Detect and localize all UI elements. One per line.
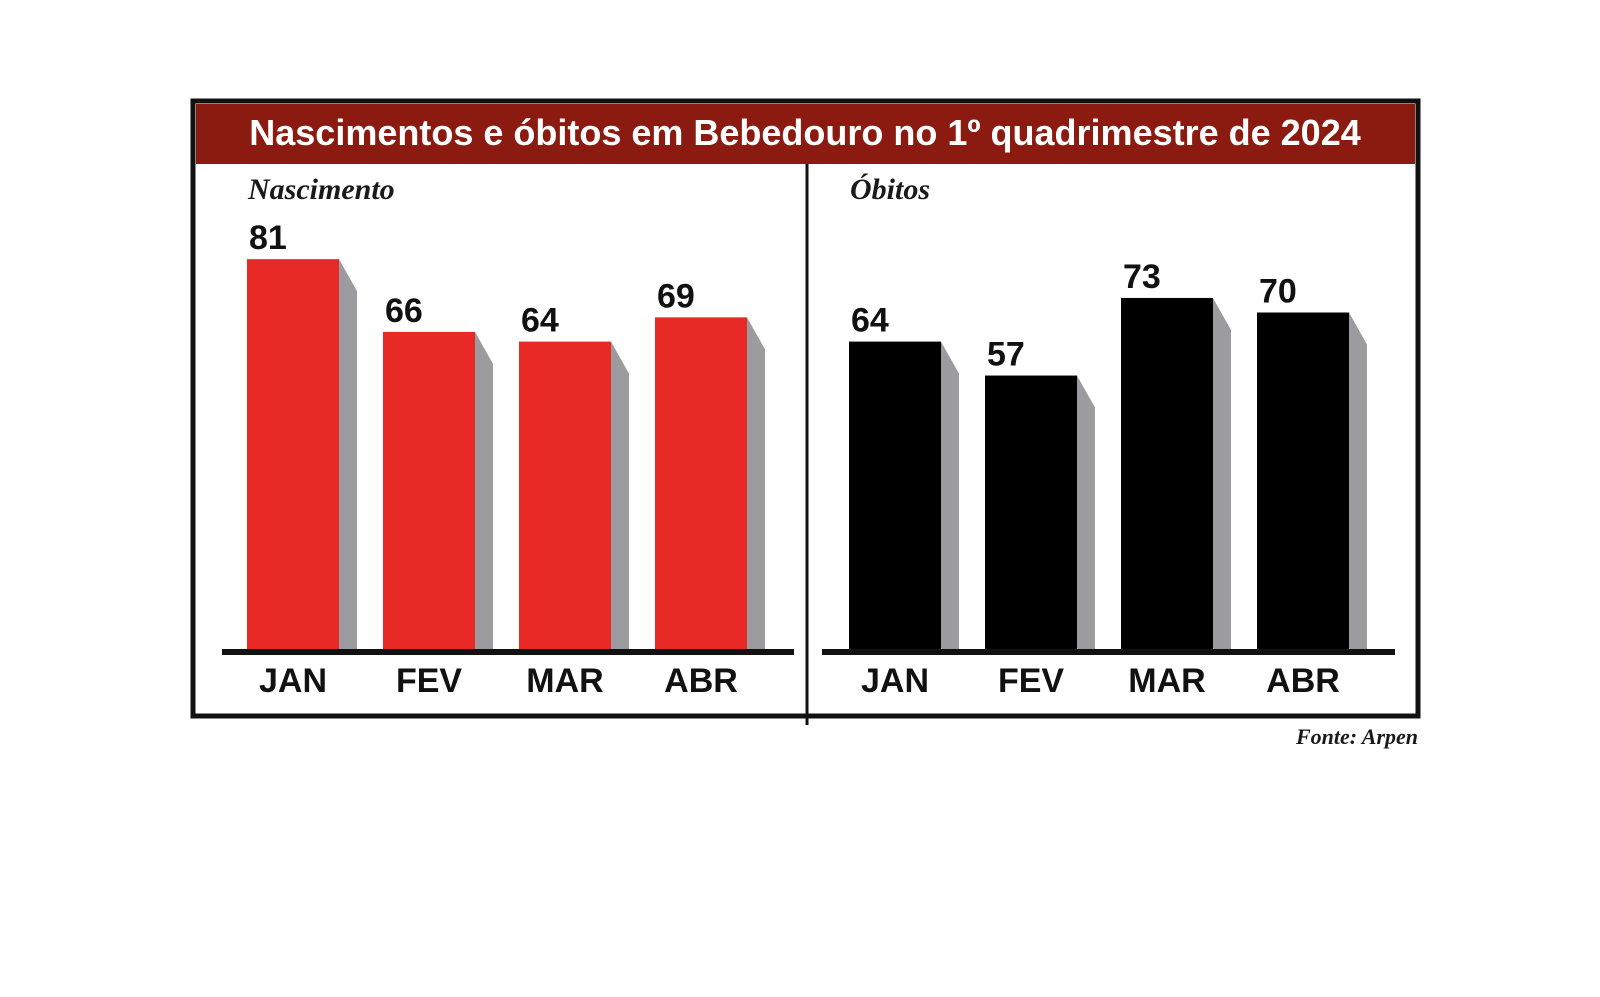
panel-title-obitos: Óbitos <box>850 173 930 206</box>
nascimento-bar-shadow-fev <box>475 331 493 652</box>
nascimento-value-label-fev: 66 <box>385 292 423 330</box>
obitos-value-label-mar: 73 <box>1123 258 1161 296</box>
obitos-category-label-mar: MAR <box>1128 662 1205 700</box>
obitos-bar-shadow-abr <box>1349 312 1367 652</box>
nascimento-bar-abr <box>655 317 747 652</box>
nascimento-bars: 81 JAN 66 FEV 64 MAR 69 ABR <box>222 219 794 700</box>
nascimento-category-label-fev: FEV <box>396 662 462 700</box>
obitos-value-label-jan: 64 <box>851 302 889 340</box>
nascimento-value-label-jan: 81 <box>249 219 287 257</box>
obitos-bar-abr <box>1257 312 1349 652</box>
nascimento-bar-shadow-mar <box>611 341 629 652</box>
obitos-bar-shadow-mar <box>1213 297 1231 652</box>
nascimento-value-label-mar: 64 <box>521 302 559 340</box>
nascimento-bar-shadow-abr <box>747 317 765 652</box>
obitos-bar-jan <box>849 341 941 652</box>
panel-title-nascimento: Nascimento <box>247 173 395 206</box>
nascimento-category-label-mar: MAR <box>526 662 603 700</box>
nascimento-bar-shadow-jan <box>339 259 357 652</box>
nascimento-bar-jan <box>247 259 339 652</box>
obitos-category-label-fev: FEV <box>998 662 1064 700</box>
nascimento-category-label-abr: ABR <box>664 662 738 700</box>
chart-title: Nascimentos e óbitos em Bebedouro no 1º … <box>249 112 1360 153</box>
obitos-value-label-fev: 57 <box>987 336 1025 374</box>
title-bar <box>196 104 1415 164</box>
obitos-bar-shadow-jan <box>941 341 959 652</box>
source-note: Fonte: Arpen <box>1295 724 1418 749</box>
nascimento-bar-mar <box>519 341 611 652</box>
nascimento-bar-fev <box>383 331 475 652</box>
obitos-bars: 64 JAN 57 FEV 73 MAR 70 ABR <box>822 258 1395 700</box>
obitos-bar-fev <box>985 375 1077 652</box>
nascimento-value-label-abr: 69 <box>657 277 695 315</box>
obitos-category-label-jan: JAN <box>861 662 929 700</box>
obitos-bar-mar <box>1121 297 1213 652</box>
obitos-bar-shadow-fev <box>1077 375 1095 652</box>
nascimento-category-label-jan: JAN <box>259 662 327 700</box>
obitos-value-label-abr: 70 <box>1259 273 1297 311</box>
obitos-category-label-abr: ABR <box>1266 662 1340 700</box>
